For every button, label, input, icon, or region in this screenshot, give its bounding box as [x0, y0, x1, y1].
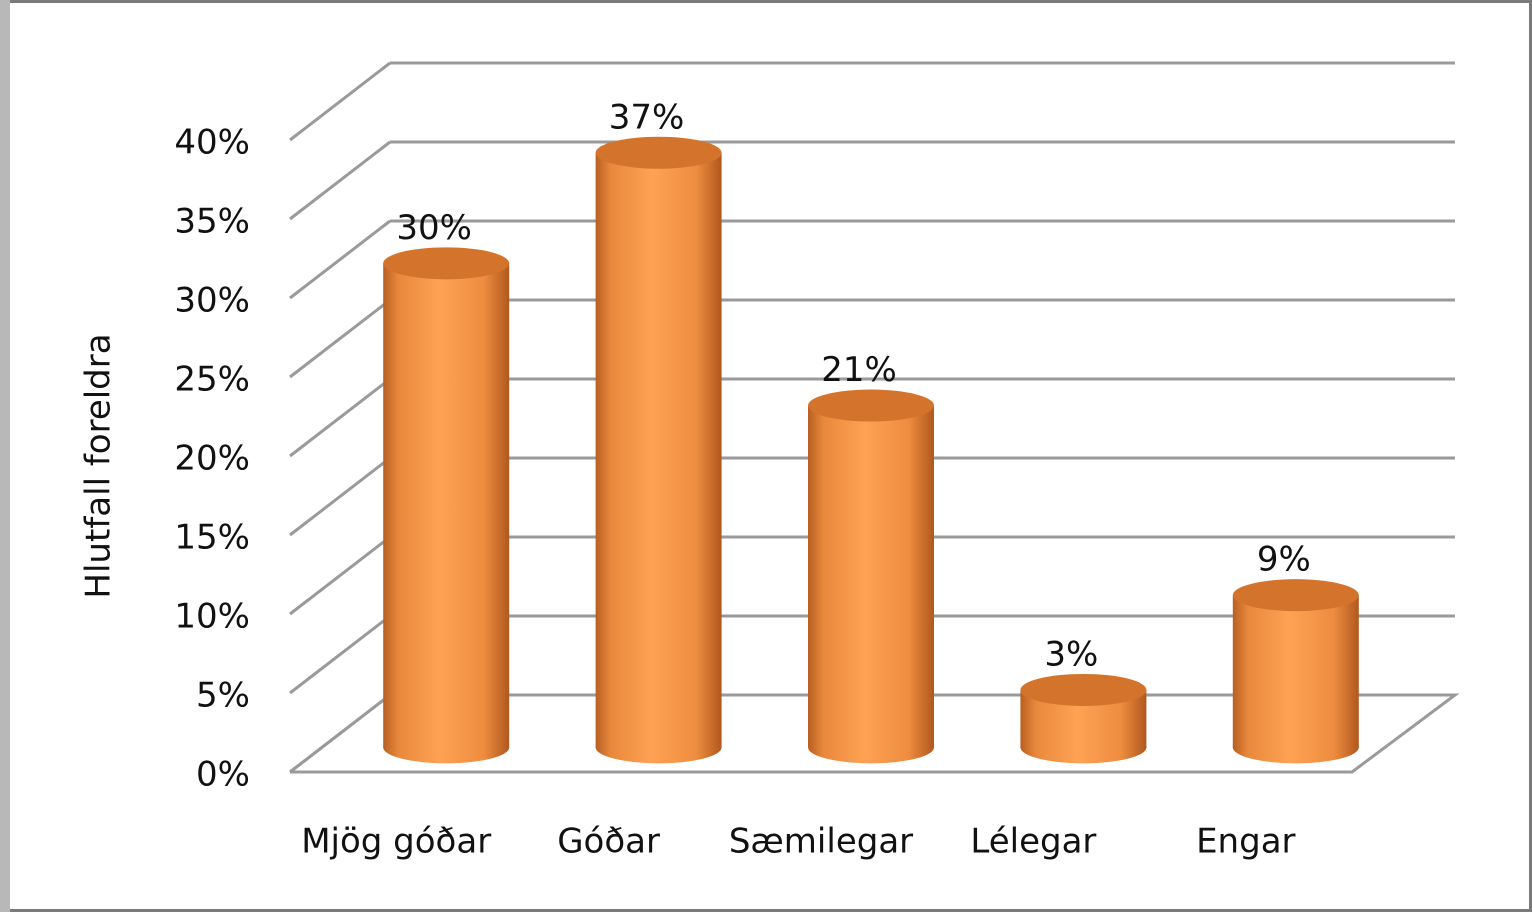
data-label: 37%	[609, 97, 685, 137]
bar-base	[595, 731, 722, 764]
grid-line	[289, 614, 391, 695]
grid-line	[289, 693, 391, 774]
bar-base	[383, 731, 510, 764]
y-axis-label: Hlutfall foreldra	[79, 333, 119, 598]
x-tick-label: Góðar	[557, 822, 660, 862]
bar-base	[1232, 731, 1359, 764]
y-tick-label: 0%	[196, 755, 250, 795]
bar-body	[383, 263, 510, 748]
bar-top	[1232, 579, 1359, 612]
bar-top	[1020, 673, 1147, 706]
bar-body	[1232, 595, 1359, 748]
data-label: 30%	[396, 208, 472, 248]
bar-body	[595, 152, 722, 748]
data-label: 9%	[1257, 540, 1311, 580]
grid-line	[289, 298, 391, 379]
x-tick-label: Lélegar	[970, 822, 1096, 862]
grid-line	[289, 535, 391, 616]
bar-base	[1020, 731, 1147, 764]
x-tick-label: Engar	[1196, 822, 1295, 862]
grid-line	[289, 219, 391, 300]
bar-top	[808, 389, 934, 422]
y-tick-label: 20%	[174, 439, 250, 479]
data-label: 3%	[1044, 634, 1098, 674]
frame-edge	[0, 0, 10, 912]
bar-top	[383, 247, 510, 280]
grid-line	[289, 140, 391, 221]
data-label: 21%	[821, 350, 897, 390]
grid-line	[289, 377, 391, 458]
grid-line	[289, 456, 391, 537]
y-tick-label: 10%	[174, 597, 250, 637]
bar-body	[808, 405, 934, 748]
y-tick-label: 35%	[174, 202, 250, 242]
x-tick-label: Mjög góðar	[301, 822, 491, 862]
y-tick-label: 5%	[196, 676, 250, 716]
bar-base	[808, 731, 934, 764]
y-tick-label: 15%	[174, 518, 250, 558]
y-tick-label: 30%	[174, 281, 250, 321]
y-tick-label: 40%	[174, 123, 250, 163]
y-tick-label: 25%	[174, 360, 250, 400]
grid-line	[289, 61, 391, 142]
x-tick-label: Sæmilegar	[729, 822, 913, 862]
bar-top	[595, 136, 722, 169]
